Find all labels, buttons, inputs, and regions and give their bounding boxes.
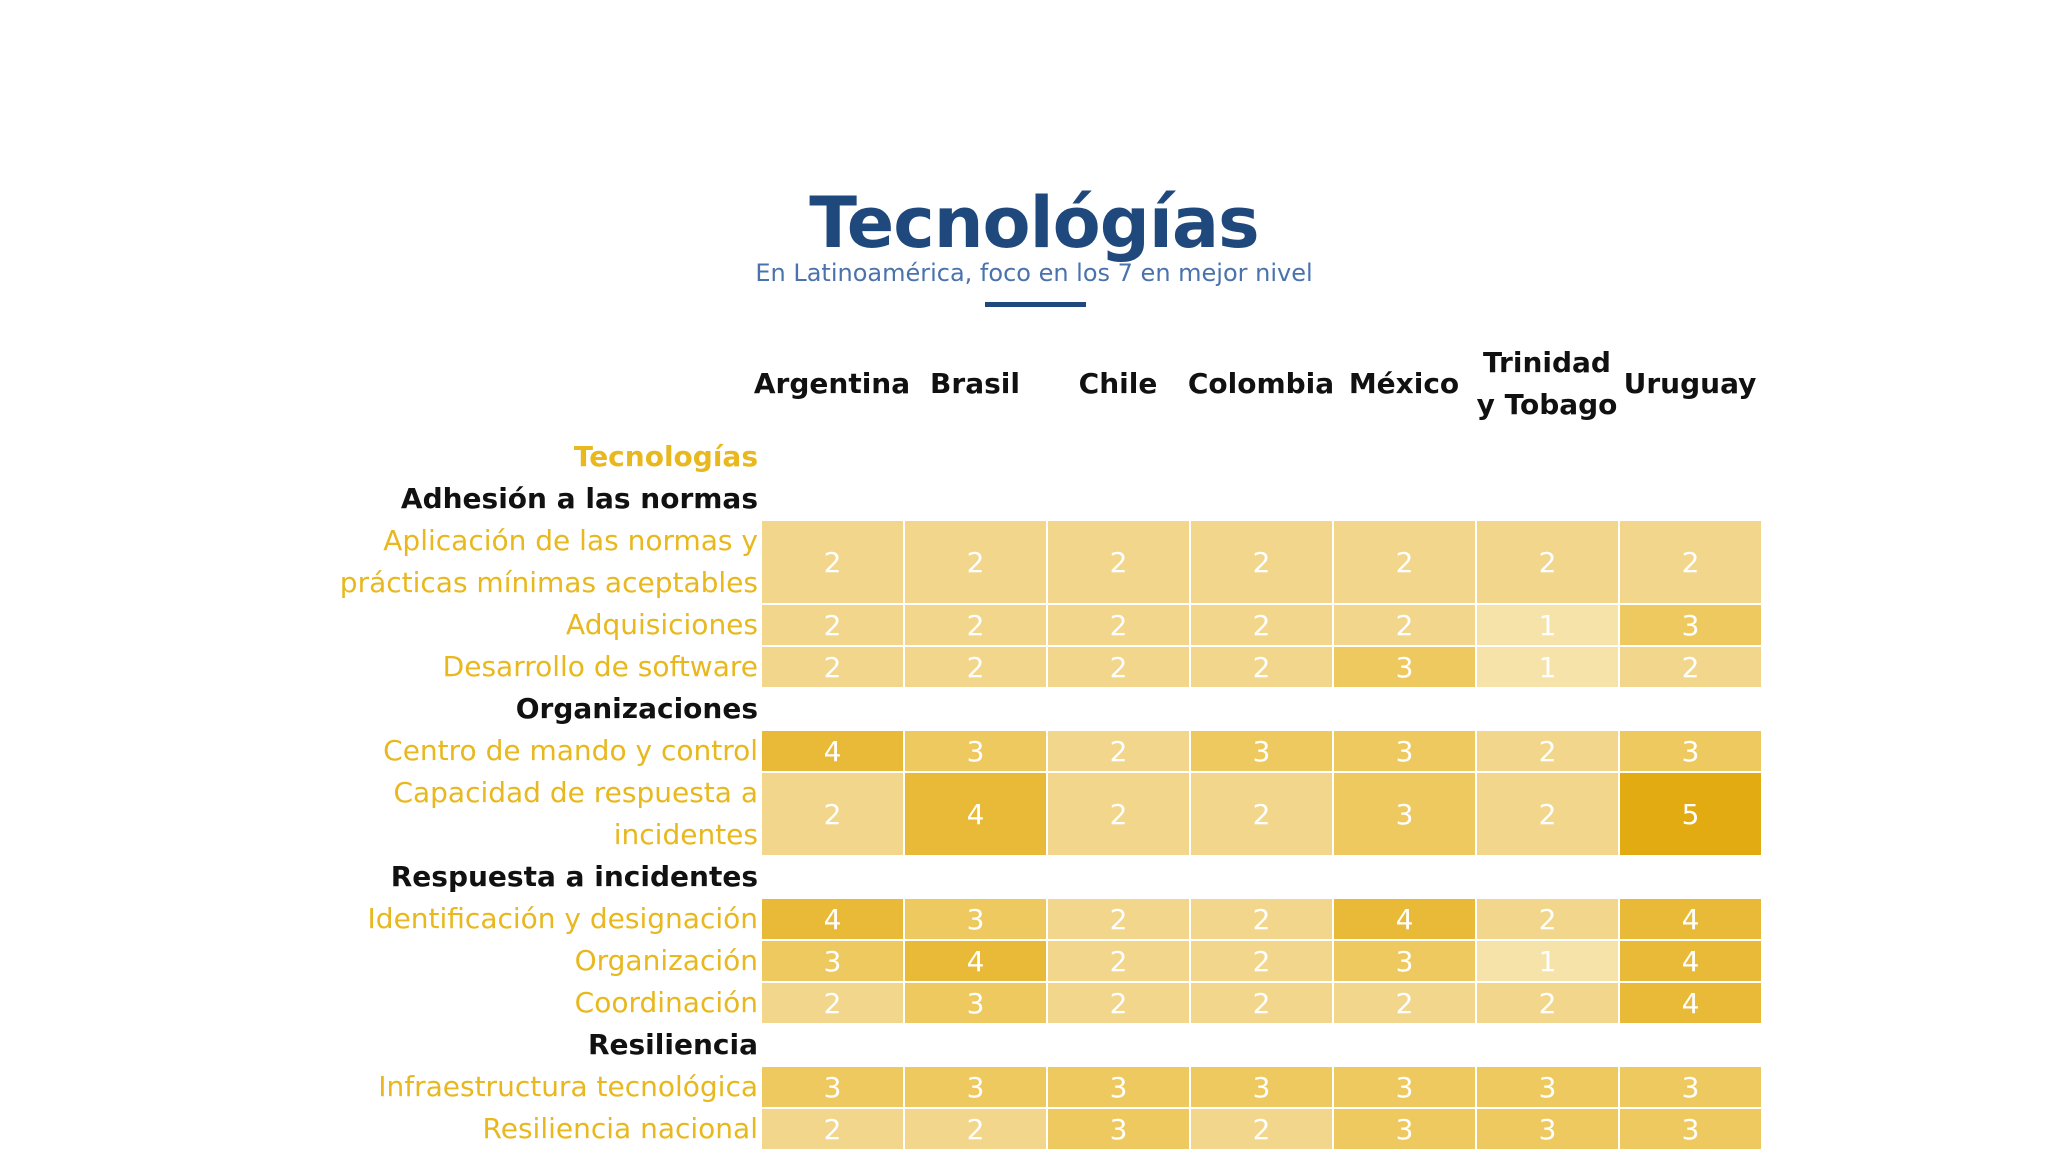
column-header-0: Argentina xyxy=(753,367,911,400)
heatmap-cell: 3 xyxy=(1620,1067,1761,1107)
heatmap-cell: 2 xyxy=(1477,731,1618,771)
heatmap-cell: 2 xyxy=(1191,899,1332,939)
heatmap-cell: 3 xyxy=(1334,731,1475,771)
heatmap-cell: 2 xyxy=(1048,899,1189,939)
heatmap-cell: 2 xyxy=(1620,647,1761,687)
heatmap-cell: 2 xyxy=(1191,1109,1332,1149)
heatmap-cell: 3 xyxy=(1620,731,1761,771)
heatmap-cell: 3 xyxy=(762,941,903,981)
heatmap-cell: 3 xyxy=(762,1067,903,1107)
heatmap-cell: 3 xyxy=(905,731,1046,771)
heatmap-cell: 3 xyxy=(1048,1109,1189,1149)
row-label: Infraestructura tecnológica xyxy=(378,1070,758,1103)
row-label: Desarrollo de software xyxy=(442,650,758,683)
column-header-2: Chile xyxy=(1078,367,1158,400)
row-label: Coordinación xyxy=(574,986,758,1019)
heatmap-cell: 2 xyxy=(1191,521,1332,603)
section-heading: Respuesta a incidentes xyxy=(390,860,758,893)
heatmap-cell: 3 xyxy=(1334,1067,1475,1107)
heatmap-cell: 4 xyxy=(762,899,903,939)
row-label: Resiliencia nacional xyxy=(482,1112,758,1145)
heatmap-cell: 4 xyxy=(905,773,1046,855)
heatmap-cell: 2 xyxy=(905,605,1046,645)
row-label: Capacidad de respuesta a incidentes xyxy=(393,776,758,851)
heatmap-cell: 2 xyxy=(1048,521,1189,603)
heatmap-cell: 2 xyxy=(1048,647,1189,687)
heatmap-cell: 1 xyxy=(1477,647,1618,687)
column-header-5: Trinidad y Tobago xyxy=(1476,346,1618,421)
heatmap-cell: 2 xyxy=(1191,647,1332,687)
heatmap-cell: 3 xyxy=(905,1067,1046,1107)
heatmap-cell: 3 xyxy=(1620,1109,1761,1149)
heatmap-cell: 2 xyxy=(1334,605,1475,645)
heatmap-cell: 2 xyxy=(762,773,903,855)
heatmap-cell: 3 xyxy=(905,899,1046,939)
heatmap-cell: 2 xyxy=(1048,731,1189,771)
column-header-3: Colombia xyxy=(1187,367,1335,400)
heatmap-cell: 2 xyxy=(1048,773,1189,855)
heatmap-cell: 4 xyxy=(905,941,1046,981)
heatmap-cell: 1 xyxy=(1477,941,1618,981)
heatmap-cell: 2 xyxy=(762,521,903,603)
heatmap-cell: 4 xyxy=(1334,899,1475,939)
topic-heading: Tecnologías xyxy=(573,440,758,473)
heatmap-cell: 2 xyxy=(1191,983,1332,1023)
chart-subtitle: En Latinoamérica, foco en los 7 en mejor… xyxy=(755,259,1313,287)
heatmap-cell: 3 xyxy=(1334,941,1475,981)
heatmap-cell: 2 xyxy=(905,521,1046,603)
row-label: Adquisiciones xyxy=(566,608,758,641)
heatmap-cell: 2 xyxy=(762,647,903,687)
heatmap-cell: 1 xyxy=(1477,605,1618,645)
column-header-4: México xyxy=(1348,367,1460,400)
heatmap-cell: 2 xyxy=(1477,983,1618,1023)
heatmap-cell: 2 xyxy=(1048,983,1189,1023)
heatmap-cell: 2 xyxy=(1191,605,1332,645)
heatmap-cell: 4 xyxy=(762,731,903,771)
heatmap-cell: 3 xyxy=(1191,1067,1332,1107)
title-underline xyxy=(985,302,1086,307)
column-header-6: Uruguay xyxy=(1623,367,1757,400)
heatmap-cell: 3 xyxy=(1334,647,1475,687)
heatmap-cell: 2 xyxy=(762,605,903,645)
heatmap-cell: 3 xyxy=(1334,773,1475,855)
heatmap-cell: 4 xyxy=(1620,983,1761,1023)
heatmap-cell: 2 xyxy=(762,983,903,1023)
heatmap-cell: 2 xyxy=(905,1109,1046,1149)
heatmap-cell: 2 xyxy=(762,1109,903,1149)
heatmap-cell: 2 xyxy=(1477,773,1618,855)
row-label: Organización xyxy=(574,944,758,977)
heatmap-cell: 2 xyxy=(1191,941,1332,981)
heatmap-cell: 3 xyxy=(1191,731,1332,771)
row-label: Centro de mando y control xyxy=(383,734,758,767)
section-heading: Organizaciones xyxy=(515,692,758,725)
column-header-1: Brasil xyxy=(930,367,1020,400)
heatmap-cell: 3 xyxy=(1477,1109,1618,1149)
heatmap-cell: 5 xyxy=(1620,773,1761,855)
heatmap-cell: 2 xyxy=(1048,605,1189,645)
heatmap-cell: 3 xyxy=(905,983,1046,1023)
heatmap-cell: 2 xyxy=(1334,521,1475,603)
heatmap-cell: 2 xyxy=(1191,773,1332,855)
heatmap-cell: 2 xyxy=(1477,899,1618,939)
section-heading: Resiliencia xyxy=(587,1028,758,1061)
heatmap-cell: 4 xyxy=(1620,941,1761,981)
heatmap-cell: 2 xyxy=(1334,983,1475,1023)
heatmap-cell: 3 xyxy=(1477,1067,1618,1107)
heatmap-cell: 3 xyxy=(1048,1067,1189,1107)
row-label: Aplicación de las normas y prácticas mín… xyxy=(339,524,758,599)
heatmap-cell: 2 xyxy=(1048,941,1189,981)
row-label: Identificación y designación xyxy=(367,902,758,935)
chart-title: Tecnológías xyxy=(809,182,1259,264)
heatmap-cell: 3 xyxy=(1334,1109,1475,1149)
heatmap-cell: 2 xyxy=(905,647,1046,687)
section-heading: Adhesión a las normas xyxy=(400,482,758,515)
heatmap-cell: 2 xyxy=(1477,521,1618,603)
heatmap-cell: 3 xyxy=(1620,605,1761,645)
heatmap-cell: 4 xyxy=(1620,899,1761,939)
heatmap-cell: 2 xyxy=(1620,521,1761,603)
